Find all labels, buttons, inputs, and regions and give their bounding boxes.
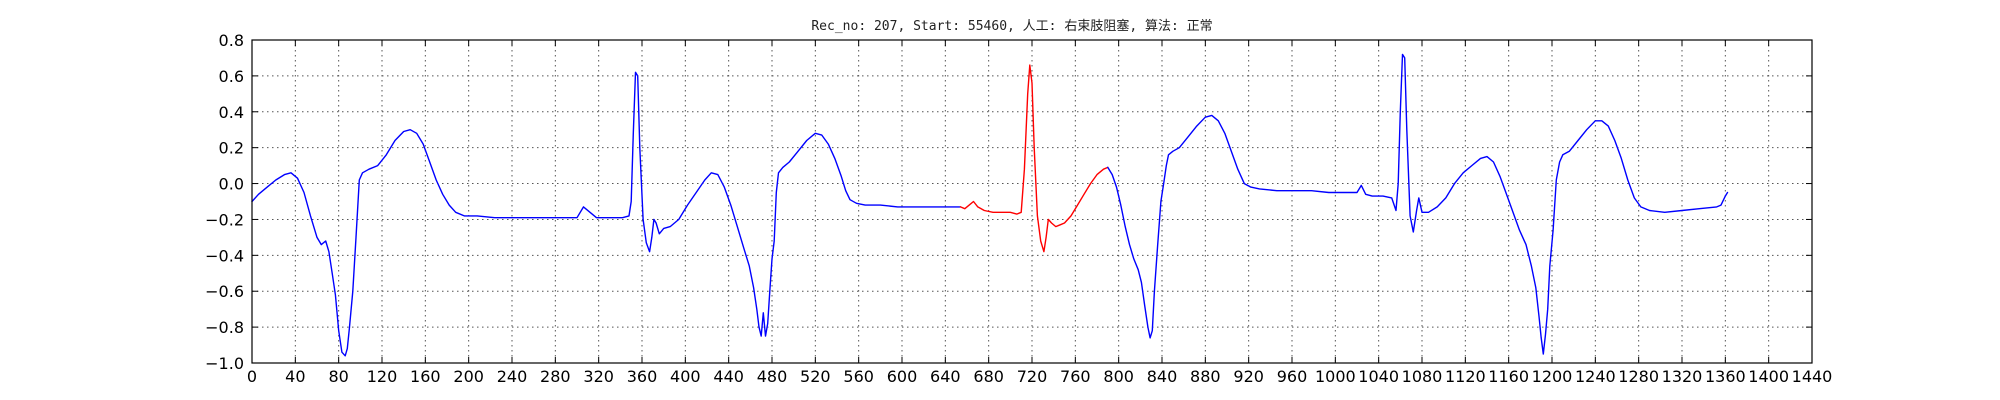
x-tick-label: 1040 xyxy=(1358,367,1399,386)
y-tick-label: 0.4 xyxy=(219,103,244,122)
x-tick-label: 1240 xyxy=(1575,367,1616,386)
y-axis: 0.8 0.6 0.4 0.2 0.0 −0.2 −0.4 −0.6 −0.8 −1.0 xyxy=(205,31,1812,373)
x-tick-label: 1320 xyxy=(1662,367,1703,386)
ecg-trace-segment-3 xyxy=(1107,53,1729,355)
x-tick-label: 680 xyxy=(973,367,1004,386)
x-tick-label: 960 xyxy=(1277,367,1308,386)
x-tick-label: 840 xyxy=(1147,367,1178,386)
x-axis: 0 40 80 120 160 200 240 280 320 360 400 440 480 520 56… xyxy=(247,40,1832,386)
x-tick-label: 40 xyxy=(285,367,305,386)
x-tick-label: 1440 xyxy=(1792,367,1833,386)
chart-title: Rec_no: 207, Start: 55460, 人工: 右束肢阻塞, 算法… xyxy=(811,18,1212,34)
x-tick-label: 280 xyxy=(540,367,571,386)
y-tick-label: −1.0 xyxy=(205,354,244,373)
y-tick-label: −0.8 xyxy=(205,318,244,337)
ecg-trace-segment-2 xyxy=(959,64,1109,253)
y-tick-label: 0.8 xyxy=(219,31,244,50)
x-tick-label: 760 xyxy=(1060,367,1091,386)
y-tick-label: 0.0 xyxy=(219,175,244,194)
x-tick-label: 640 xyxy=(930,367,961,386)
x-tick-label: 0 xyxy=(247,367,257,386)
x-tick-label: 440 xyxy=(713,367,744,386)
y-tick-label: −0.4 xyxy=(205,246,244,265)
x-tick-label: 520 xyxy=(800,367,831,386)
x-tick-label: 560 xyxy=(843,367,874,386)
x-tick-label: 480 xyxy=(757,367,788,386)
x-tick-label: 320 xyxy=(583,367,614,386)
x-tick-label: 160 xyxy=(410,367,441,386)
y-tick-label: −0.2 xyxy=(205,210,244,229)
x-tick-label: 920 xyxy=(1233,367,1264,386)
x-tick-label: 1000 xyxy=(1315,367,1356,386)
x-tick-label: 1080 xyxy=(1402,367,1443,386)
x-tick-label: 1400 xyxy=(1748,367,1789,386)
x-tick-label: 1280 xyxy=(1618,367,1659,386)
ecg-trace-segment-1 xyxy=(251,71,962,357)
x-tick-label: 200 xyxy=(453,367,484,386)
y-tick-label: 0.2 xyxy=(219,139,244,158)
x-tick-label: 360 xyxy=(627,367,658,386)
x-tick-label: 720 xyxy=(1017,367,1048,386)
x-tick-label: 800 xyxy=(1103,367,1134,386)
y-tick-label: −0.6 xyxy=(205,282,244,301)
x-tick-label: 80 xyxy=(328,367,348,386)
x-tick-label: 1200 xyxy=(1532,367,1573,386)
x-tick-label: 1160 xyxy=(1488,367,1529,386)
x-tick-label: 880 xyxy=(1190,367,1221,386)
x-tick-label: 240 xyxy=(497,367,528,386)
x-tick-label: 1360 xyxy=(1705,367,1746,386)
x-tick-label: 1120 xyxy=(1445,367,1486,386)
x-tick-label: 120 xyxy=(367,367,398,386)
x-tick-label: 400 xyxy=(670,367,701,386)
plot-series xyxy=(251,53,1729,357)
y-tick-label: 0.6 xyxy=(219,67,244,86)
x-tick-label: 600 xyxy=(887,367,918,386)
